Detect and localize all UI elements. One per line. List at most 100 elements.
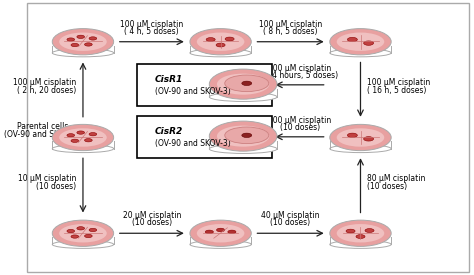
Ellipse shape	[365, 229, 374, 232]
Ellipse shape	[242, 133, 252, 138]
Text: CisR2: CisR2	[155, 127, 183, 136]
Text: 80 μM cisplatin: 80 μM cisplatin	[367, 174, 426, 183]
Polygon shape	[190, 46, 251, 53]
Ellipse shape	[84, 139, 92, 142]
Text: (10 doses): (10 doses)	[36, 182, 76, 191]
Ellipse shape	[71, 235, 79, 238]
Ellipse shape	[337, 128, 384, 147]
Text: ( 24 hours, 5 doses): ( 24 hours, 5 doses)	[262, 71, 337, 80]
Ellipse shape	[52, 124, 114, 151]
Ellipse shape	[59, 128, 107, 147]
Ellipse shape	[330, 145, 391, 153]
Text: (10 doses): (10 doses)	[367, 182, 407, 191]
Text: 100 μM cisplatin: 100 μM cisplatin	[120, 20, 183, 29]
Ellipse shape	[217, 74, 269, 95]
Ellipse shape	[89, 228, 97, 232]
Ellipse shape	[71, 43, 79, 47]
Ellipse shape	[52, 145, 114, 153]
Ellipse shape	[59, 32, 107, 51]
Text: ( 2 h, 20 doses): ( 2 h, 20 doses)	[17, 86, 76, 95]
Ellipse shape	[190, 49, 251, 57]
Text: 100 μM cisplatin: 100 μM cisplatin	[13, 78, 76, 87]
Polygon shape	[52, 46, 114, 53]
Ellipse shape	[52, 29, 114, 55]
Text: (10 doses): (10 doses)	[280, 123, 319, 132]
Polygon shape	[210, 141, 277, 149]
Text: Parental cells: Parental cells	[17, 122, 68, 131]
Text: (OV-90 and SKOV-3): (OV-90 and SKOV-3)	[155, 87, 231, 96]
Ellipse shape	[337, 32, 384, 51]
Polygon shape	[190, 237, 251, 244]
Text: CisR1: CisR1	[155, 75, 183, 84]
Text: 40 μM cisplatin: 40 μM cisplatin	[261, 211, 320, 220]
Ellipse shape	[197, 224, 245, 243]
Ellipse shape	[59, 224, 107, 243]
Ellipse shape	[216, 43, 225, 47]
Polygon shape	[330, 141, 391, 149]
Ellipse shape	[77, 131, 84, 134]
Text: (OV-90 and SKOV-3): (OV-90 and SKOV-3)	[4, 130, 80, 139]
Ellipse shape	[89, 133, 97, 136]
Text: (OV-90 and SKOV-3): (OV-90 and SKOV-3)	[155, 139, 231, 148]
Ellipse shape	[190, 220, 251, 246]
Ellipse shape	[67, 134, 74, 137]
Ellipse shape	[364, 137, 374, 141]
Ellipse shape	[225, 127, 269, 144]
Ellipse shape	[217, 228, 225, 232]
Ellipse shape	[52, 240, 114, 248]
Ellipse shape	[77, 227, 84, 230]
Ellipse shape	[330, 220, 391, 246]
Ellipse shape	[210, 144, 277, 153]
Ellipse shape	[206, 38, 215, 42]
Ellipse shape	[205, 230, 213, 234]
Text: 10 μM cisplatin: 10 μM cisplatin	[18, 174, 76, 183]
Text: 20 μM cisplatin: 20 μM cisplatin	[123, 211, 181, 220]
Ellipse shape	[330, 29, 391, 55]
Polygon shape	[210, 89, 277, 97]
Ellipse shape	[364, 41, 374, 45]
Ellipse shape	[67, 38, 74, 41]
Ellipse shape	[71, 139, 79, 142]
Text: (10 doses): (10 doses)	[271, 218, 310, 227]
Bar	[137, 64, 273, 106]
Ellipse shape	[210, 121, 277, 151]
Polygon shape	[330, 237, 391, 244]
Ellipse shape	[356, 235, 365, 238]
Ellipse shape	[52, 220, 114, 246]
Ellipse shape	[242, 81, 252, 86]
Ellipse shape	[347, 37, 357, 42]
Text: 100 μM cisplatin: 100 μM cisplatin	[367, 78, 430, 87]
Bar	[137, 116, 273, 158]
Polygon shape	[52, 141, 114, 149]
Ellipse shape	[52, 49, 114, 57]
Ellipse shape	[190, 29, 251, 55]
Ellipse shape	[197, 32, 245, 51]
Ellipse shape	[190, 240, 251, 248]
Text: (10 doses): (10 doses)	[132, 218, 172, 227]
Ellipse shape	[337, 224, 384, 243]
Ellipse shape	[210, 69, 277, 99]
Polygon shape	[330, 46, 391, 53]
Ellipse shape	[225, 75, 269, 92]
Ellipse shape	[228, 230, 236, 234]
Ellipse shape	[89, 37, 97, 40]
Ellipse shape	[330, 124, 391, 151]
Ellipse shape	[84, 234, 92, 238]
Ellipse shape	[210, 92, 277, 101]
Text: 100 μM cisplatin: 100 μM cisplatin	[268, 116, 331, 125]
Text: ( 4 h, 5 doses): ( 4 h, 5 doses)	[125, 27, 179, 36]
Polygon shape	[52, 237, 114, 244]
Text: ( 8 h, 5 doses): ( 8 h, 5 doses)	[263, 27, 318, 36]
Ellipse shape	[77, 35, 84, 39]
Ellipse shape	[225, 37, 234, 41]
Ellipse shape	[217, 126, 269, 147]
Text: 100 μM cisplatin: 100 μM cisplatin	[259, 20, 322, 29]
Text: ( 16 h, 5 doses): ( 16 h, 5 doses)	[367, 86, 427, 95]
Ellipse shape	[67, 229, 74, 233]
Ellipse shape	[347, 133, 357, 138]
Text: 100 μM cisplatin: 100 μM cisplatin	[268, 64, 331, 73]
Ellipse shape	[330, 240, 391, 248]
Ellipse shape	[84, 43, 92, 46]
Ellipse shape	[330, 49, 391, 57]
Ellipse shape	[346, 229, 355, 233]
